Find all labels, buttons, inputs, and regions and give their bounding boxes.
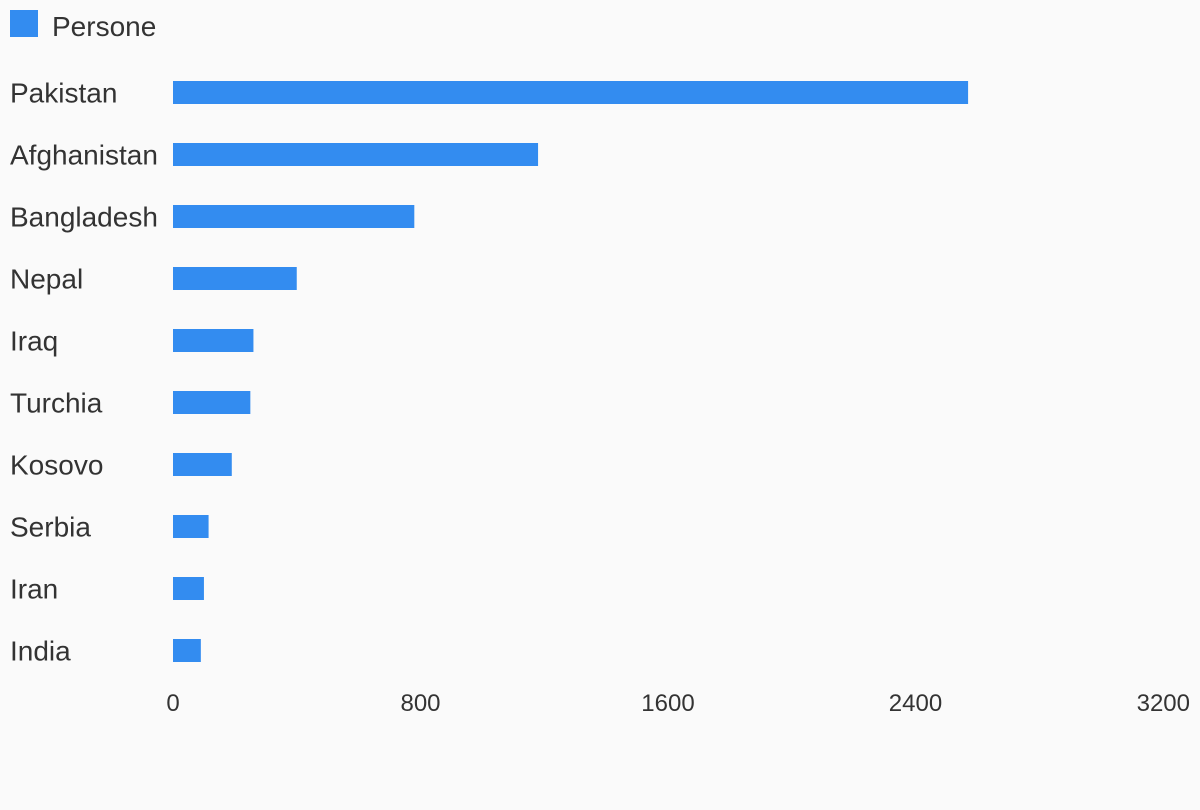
bar-nepal: [173, 267, 297, 290]
category-label-turchia: Turchia: [10, 388, 103, 419]
bar-iran: [173, 577, 204, 600]
bar-iraq: [173, 329, 254, 352]
category-label-iraq: Iraq: [10, 326, 58, 357]
bar-afghanistan: [173, 143, 539, 166]
x-axis-ticks: 0 800 1600 2400 3200: [166, 690, 1190, 717]
category-label-india: India: [10, 636, 71, 667]
x-tick-label-800: 800: [400, 690, 440, 717]
category-label-pakistan: Pakistan: [10, 78, 117, 109]
bar-bangladesh: [173, 205, 415, 228]
bar-kosovo: [173, 453, 232, 476]
category-label-serbia: Serbia: [10, 512, 91, 543]
bar-turchia: [173, 391, 251, 414]
category-label-nepal: Nepal: [10, 264, 83, 295]
x-tick-label-1600: 1600: [641, 690, 694, 717]
legend: Persone: [10, 10, 156, 42]
x-tick-label-0: 0: [166, 690, 179, 717]
category-label-kosovo: Kosovo: [10, 450, 103, 481]
bars: [173, 81, 969, 662]
category-label-iran: Iran: [10, 574, 58, 605]
legend-label: Persone: [52, 11, 156, 42]
category-label-bangladesh: Bangladesh: [10, 202, 158, 233]
legend-swatch: [10, 10, 38, 37]
x-tick-label-2400: 2400: [889, 690, 942, 717]
bar-pakistan: [173, 81, 969, 104]
bar-serbia: [173, 515, 209, 538]
x-tick-label-3200: 3200: [1137, 690, 1190, 717]
category-labels: Pakistan Afghanistan Bangladesh Nepal Iraq Tu…: [10, 78, 158, 667]
bar-india: [173, 639, 201, 662]
category-label-afghanistan: Afghanistan: [10, 140, 158, 171]
